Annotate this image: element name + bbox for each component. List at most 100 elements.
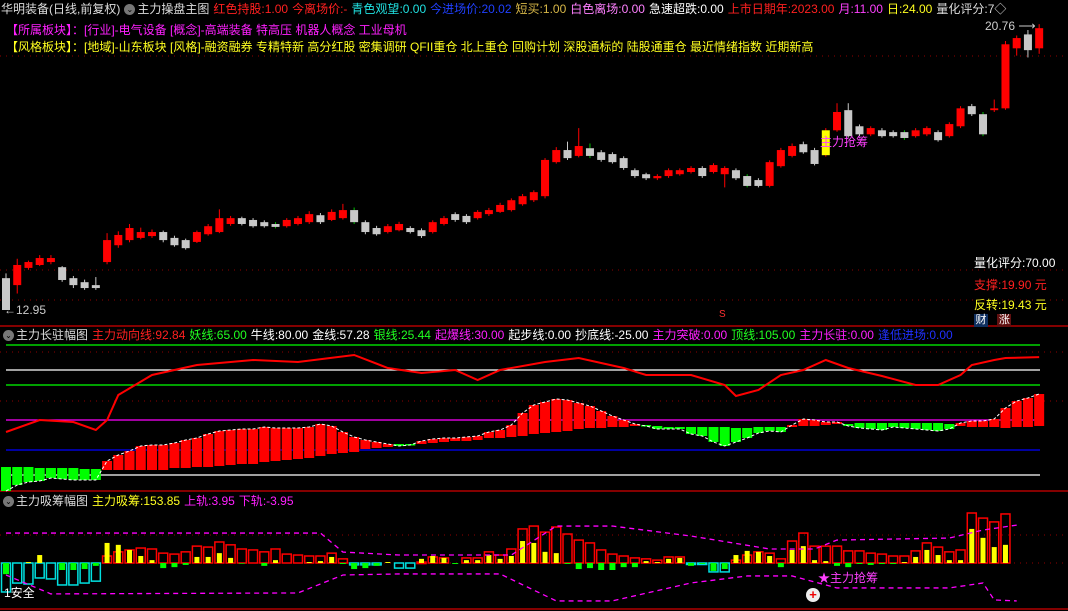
histogram-bar [832,422,843,424]
yellow-bar [643,561,649,563]
indicator-value: 月:11.00 [838,2,883,16]
candle-body [877,130,886,137]
candle-body [496,204,505,212]
candle-body [900,132,909,138]
candle-body [529,192,538,201]
histogram-bar [618,420,629,427]
histogram-bar [820,422,831,425]
yellow-bar [486,555,492,563]
indicator-value: 青色观望:0.00 [351,2,427,16]
chevron-down-icon[interactable]: ⌄ [3,496,14,508]
indicator-value: 日:24.00 [886,2,933,16]
candle-body [563,150,572,159]
candle-body [990,108,999,111]
absorb-box [259,551,270,564]
candle-body [2,278,10,310]
badge-cai[interactable]: 财 [974,314,988,327]
main-indicator-name[interactable]: 主力操盘主图 [137,2,210,16]
yellow-bar [475,560,481,563]
candle-body [125,228,134,241]
green-bar [710,563,717,571]
histogram-bar [540,402,551,433]
yellow-bar [958,560,964,563]
yellow-bar [419,558,425,563]
candle-body [395,223,404,231]
candle-body [136,232,145,238]
histogram-bar [461,437,472,441]
stock-title[interactable]: 华明装备(日线,前复权) [1,2,121,16]
yellow-bar [744,550,750,563]
absorb-box [34,562,45,579]
candle-body [866,128,875,135]
indicator-value: 红色持股:1.00 [213,2,289,16]
absorb-box [337,558,349,564]
candle-body [552,150,561,163]
candle-body [1035,28,1044,49]
yellow-bar [924,549,930,563]
histogram-bar [888,423,899,427]
candle-body [361,222,370,233]
absorb-box [393,562,405,569]
bottom-panel-title[interactable]: 主力吸筹幅图 [16,494,89,508]
histogram-bar [427,439,438,443]
candle-body [664,170,673,177]
candle-body [799,144,808,153]
histogram-bar [23,467,34,482]
histogram-bar [652,426,663,429]
candle-body [585,148,594,156]
candle-body [462,215,471,223]
candle-body [260,222,269,227]
style-text: [地域]-山东板块 [风格]-融资融券 专精特新 高分红股 密集调研 QFII重… [84,40,814,54]
yellow-bar [654,562,660,563]
chevron-down-icon[interactable]: ⌄ [124,4,136,16]
current-line [5,393,1040,492]
absorb-box [618,555,629,564]
badges: 财 涨 [974,313,1012,327]
candle-body [630,170,639,177]
yellow-bar [553,553,559,563]
mid-indicator-values: 主力动向线:92.84 妖线:65.00 牛线:80.00 金线:57.28 银线:25… [88,328,953,342]
absorb-box [820,545,832,564]
mid-panel-title[interactable]: 主力长驻幅图 [16,328,89,342]
histogram-bar [989,419,1000,427]
low-price-label: ←12.95 [4,303,47,317]
histogram-bar [641,425,652,427]
candle-body [810,150,819,164]
histogram-bar [1011,401,1022,427]
histogram-bar [798,419,809,426]
yellow-bar [463,560,469,563]
histogram-bar [191,438,202,467]
candle-body [507,200,516,211]
green-bar [362,563,369,569]
candle-body [46,258,55,263]
candle-body [776,150,785,167]
yellow-bar [205,556,211,563]
candle-body [170,237,179,246]
plus-circle-icon: + [806,588,820,602]
badge-zhang[interactable]: 涨 [997,314,1012,327]
upper-band [6,524,1017,556]
signal-label: 主力抢筹 [820,135,869,149]
histogram-bar [708,427,719,442]
diamond-icon[interactable]: ◇ [994,2,1007,16]
yellow-bar [677,557,683,563]
chevron-down-icon[interactable]: ⌄ [3,330,14,342]
histogram-bar [573,403,584,429]
histogram-bar [899,423,910,428]
candle-body [720,167,729,175]
candle-body [821,130,830,156]
histogram-bar [674,427,685,429]
absorb-box [584,542,596,564]
histogram-bar [775,427,786,432]
bottom-panel-header: ⌄ 主力吸筹幅图 主力吸筹:153.85 上轨:3.95 下轨:-3.95 [1,493,294,509]
absorb-box [629,557,641,564]
yellow-bar [1002,544,1008,563]
green-bar [598,563,605,571]
candle-body [451,214,460,220]
histogram-bar [416,441,427,444]
histogram-bar [180,440,191,468]
indicator-value: 短买:1.00 [515,2,567,16]
histogram-bar [854,423,865,428]
histogram-bar [90,469,101,480]
candle-body [889,132,898,137]
